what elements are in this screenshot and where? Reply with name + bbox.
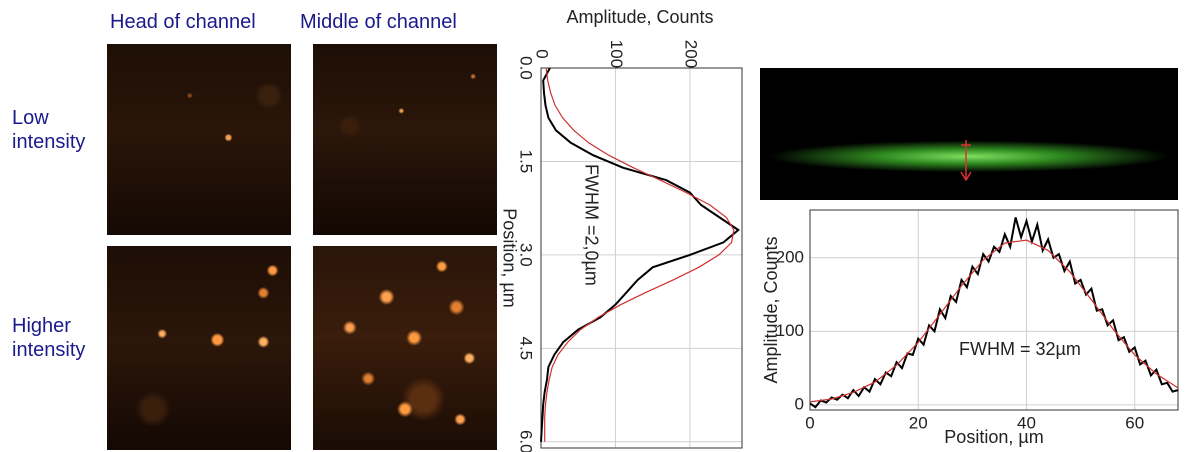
x-tick-label: 0.0 — [517, 56, 536, 80]
data-line — [809, 239, 1179, 403]
x-tick-label: 20 — [909, 413, 928, 432]
x-tick-label: 40 — [1017, 413, 1036, 432]
row-label: Higher intensity — [12, 315, 86, 361]
y-axis-label: Amplitude, Counts — [761, 236, 781, 383]
plot-frame — [540, 67, 743, 449]
data-line — [809, 217, 1179, 409]
annotation: FWHM = 32µm — [959, 339, 1081, 359]
micrograph — [760, 68, 1178, 200]
micrograph — [107, 246, 291, 450]
arrow-head — [960, 171, 972, 182]
column-label: Head of channel — [110, 11, 256, 33]
y-tick-label: 100 — [607, 40, 626, 68]
x-tick-label: 0 — [805, 413, 814, 432]
column-label: Middle of channel — [300, 11, 457, 33]
x-tick-label: 60 — [1125, 413, 1144, 432]
y-tick-label: 200 — [776, 247, 804, 266]
x-axis-label: Position, µm — [499, 208, 519, 307]
micrograph — [107, 44, 291, 235]
data-line — [544, 67, 735, 442]
y-tick-label: 200 — [681, 40, 700, 68]
data-line — [540, 67, 740, 442]
y-axis-label: Amplitude, Counts — [566, 7, 713, 27]
plot-frame — [809, 209, 1179, 411]
y-tick-label: 100 — [776, 321, 804, 340]
x-axis-label: Position, µm — [944, 427, 1043, 447]
y-tick-label: 0 — [533, 49, 552, 58]
x-tick-label: 1.5 — [517, 150, 536, 174]
x-tick-label: 6.0 — [517, 430, 536, 452]
x-tick-label: 4.5 — [517, 337, 536, 361]
row-label: Low intensity — [12, 107, 86, 153]
x-tick-label: 3.0 — [517, 243, 536, 267]
annotation: FWHM =2,0µm — [581, 164, 601, 286]
y-tick-label: 0 — [795, 394, 804, 413]
micrograph — [313, 246, 497, 450]
micrograph — [313, 44, 497, 235]
